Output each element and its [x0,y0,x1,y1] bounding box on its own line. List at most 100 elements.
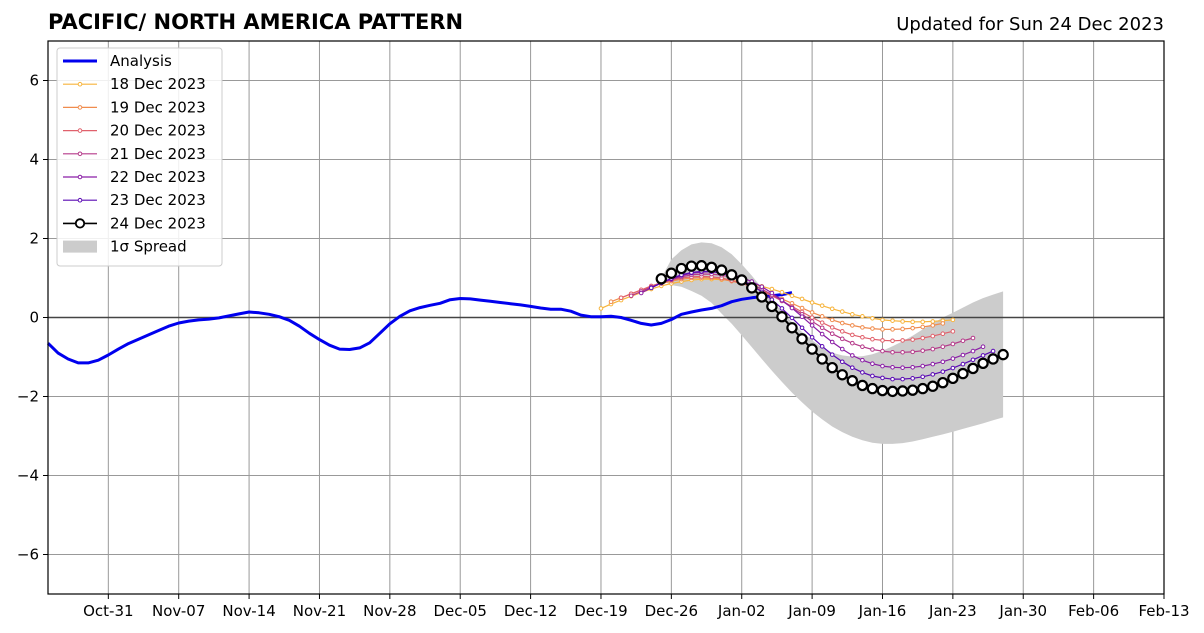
y-tick-label: 2 [29,230,39,248]
legend-box [56,47,223,267]
forecast-point [870,373,875,379]
forecast-point [850,365,855,370]
y-tick-label: −6 [17,546,39,564]
x-tick-label: Dec-05 [433,602,487,620]
forecast-point [799,296,805,302]
forecast-point [860,325,865,330]
forecast-point [829,306,835,312]
forecast-point [638,290,644,296]
forecast-point [860,314,865,319]
forecast-point [655,273,667,285]
forecast-point [890,364,895,370]
legend-item: 24 Dec 2023 [63,214,206,232]
forecast-point [970,335,976,341]
forecast-point [920,319,926,325]
forecast-point [850,353,855,358]
forecast-point [876,384,889,397]
forecast-point [997,348,1009,361]
forecast-point [930,319,936,324]
forecast-point [829,325,835,330]
y-axis-ticks: 6 4 2 0 −2 −4 −6 [17,72,48,564]
forecast-point [685,260,698,272]
forecast-point [960,361,966,367]
forecast-point [950,329,956,334]
x-tick-label: Jan-09 [787,602,836,620]
forecast-point [860,357,865,363]
forecast-point [910,319,915,325]
legend-label: 19 Dec 2023 [110,98,206,116]
forecast-point [736,274,748,286]
legend-label: 23 Dec 2023 [110,191,206,209]
forecast-point [860,370,865,375]
forecast-point [850,323,855,328]
forecast-point [947,372,959,385]
forecast-point [809,315,815,320]
forecast-point [940,344,946,350]
forecast-point [779,306,785,311]
forecast-point [809,323,815,328]
forecast-point [870,326,875,331]
legend-label: 24 Dec 2023 [110,214,206,232]
legend-swatch [63,240,97,253]
forecast-point [960,338,966,344]
forecast-point [675,262,688,275]
forecast-point [906,384,919,396]
forecast-point [705,261,718,274]
forecast-point [628,293,634,299]
forecast-point [789,315,795,321]
forecast-point [930,361,936,367]
forecast-point [766,300,778,313]
forecast-point [819,320,825,325]
forecast-point [970,357,976,363]
forecast-point [920,324,926,330]
legend-marker [77,151,83,157]
legend-item: 20 Dec 2023 [63,122,206,140]
forecast-point [799,325,805,331]
forecast-point [799,305,805,311]
forecast-point [980,353,986,358]
forecast-point [695,260,708,272]
forecast-point [940,331,946,336]
forecast-point [980,344,986,350]
legend-item: 1σ Spread [63,238,187,256]
forecast-point [886,385,899,398]
legend-marker [77,105,83,110]
forecast-point [890,327,895,332]
forecast-point [967,362,979,375]
forecast-point [746,282,758,294]
x-tick-label: Dec-19 [574,602,628,620]
forecast-point [839,346,845,352]
forecast-point [779,289,785,295]
forecast-point [927,380,939,392]
legend-label: 21 Dec 2023 [110,145,206,163]
forecast-point [870,315,875,321]
forecast-point [796,333,808,345]
forecast-point [756,291,768,303]
forecast-point [789,305,795,311]
forecast-point [890,338,895,344]
spread-area [661,242,1004,444]
forecast-point [850,332,855,338]
legend-item: 23 Dec 2023 [63,191,206,209]
forecast-point [970,348,976,354]
y-tick-label: −2 [17,388,39,406]
forecast-point [977,357,989,370]
forecast-point [809,334,815,340]
forecast-point [910,337,915,342]
forecast-point [860,334,865,340]
forecast-point [900,319,905,324]
x-tick-label: Feb-06 [1068,602,1119,620]
forecast-point [930,323,936,328]
forecast-point [618,295,624,301]
forecast-point [819,314,825,319]
forecast-point [769,290,775,296]
x-tick-label: Nov-07 [152,602,205,620]
forecast-point [920,363,926,369]
spread-band [661,242,1004,444]
forecast-point [880,317,885,323]
x-axis-ticks: Oct-31 Nov-07 Nov-14 Nov-21 Nov-28 Dec-05 Dec-… [83,594,1190,620]
legend-label: Analysis [110,52,172,70]
forecast-point [725,269,738,281]
forecast-point [776,311,788,323]
legend-label: 20 Dec 2023 [110,122,206,140]
